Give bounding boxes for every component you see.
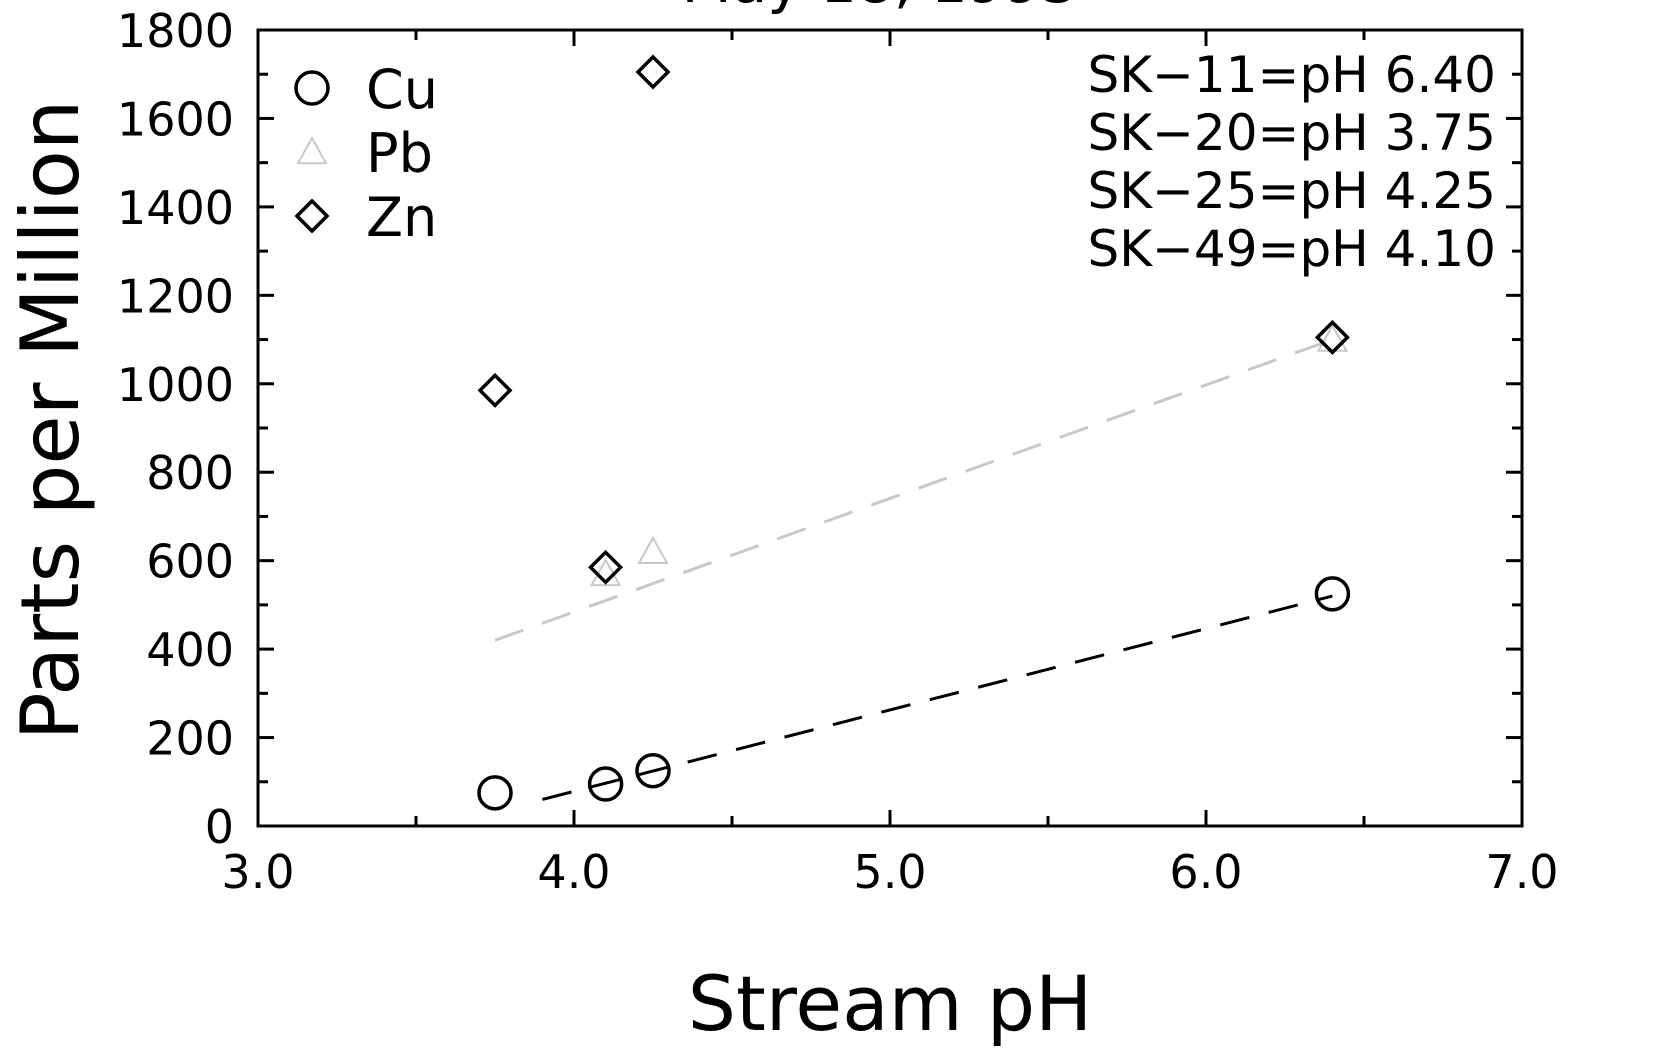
- y-tick-label: 1800: [117, 4, 234, 58]
- y-tick-label: 1600: [117, 92, 234, 146]
- annotation-text: SK−25=pH 4.25: [1088, 162, 1497, 220]
- zn-point: [477, 372, 513, 408]
- x-tick-label: 6.0: [1169, 845, 1242, 899]
- cu-point: [1314, 576, 1351, 612]
- legend-marker-pb: [296, 135, 328, 165]
- cu-fit-line: [542, 594, 1333, 801]
- x-tick-label: 3.0: [221, 845, 294, 899]
- y-tick-label: 1000: [117, 358, 234, 412]
- legend-label-zn: Zn: [366, 186, 437, 249]
- zn-point: [588, 549, 624, 585]
- x-tick-label: 4.0: [537, 845, 610, 899]
- y-tick-label: 400: [146, 623, 234, 677]
- x-tick-label: 5.0: [853, 845, 926, 899]
- chart-title: May 18, 1993: [682, 0, 1079, 16]
- y-tick-label: 1400: [117, 181, 234, 235]
- y-tick-label: 200: [146, 712, 234, 766]
- plot-area: 3.0 4.0 5.0 6.0 7.0 0 200 400 600 800 1000 1200 1400…: [117, 4, 1559, 899]
- cu-point: [635, 752, 671, 789]
- pb-point: [1316, 323, 1349, 352]
- y-axis-label: Parts per Million: [4, 100, 97, 741]
- x-tick-label: 7.0: [1485, 845, 1558, 899]
- pb-point: [589, 557, 622, 587]
- x-axis-label: Stream pH: [688, 959, 1093, 1048]
- legend-label-cu: Cu: [366, 58, 438, 121]
- y-tick-label: 600: [146, 535, 234, 589]
- cu-point: [587, 766, 624, 802]
- y-tick-label: 0: [205, 800, 234, 854]
- pb-fit-line: [494, 338, 1333, 642]
- annotation-text: SK−11=pH 6.40: [1088, 46, 1497, 104]
- legend-marker-zn: [294, 198, 330, 234]
- y-tick-label: 1200: [117, 269, 234, 323]
- zn-point: [635, 54, 671, 90]
- annotation-text: SK−20=pH 3.75: [1088, 104, 1497, 162]
- legend-label-pb: Pb: [366, 122, 433, 185]
- zn-point: [1314, 319, 1350, 355]
- pb-point: [637, 535, 669, 565]
- legend-marker-cu: [294, 70, 330, 106]
- annotation-text: SK−49=pH 4.10: [1088, 220, 1497, 278]
- cu-point: [477, 775, 513, 811]
- y-tick-label: 800: [146, 446, 234, 500]
